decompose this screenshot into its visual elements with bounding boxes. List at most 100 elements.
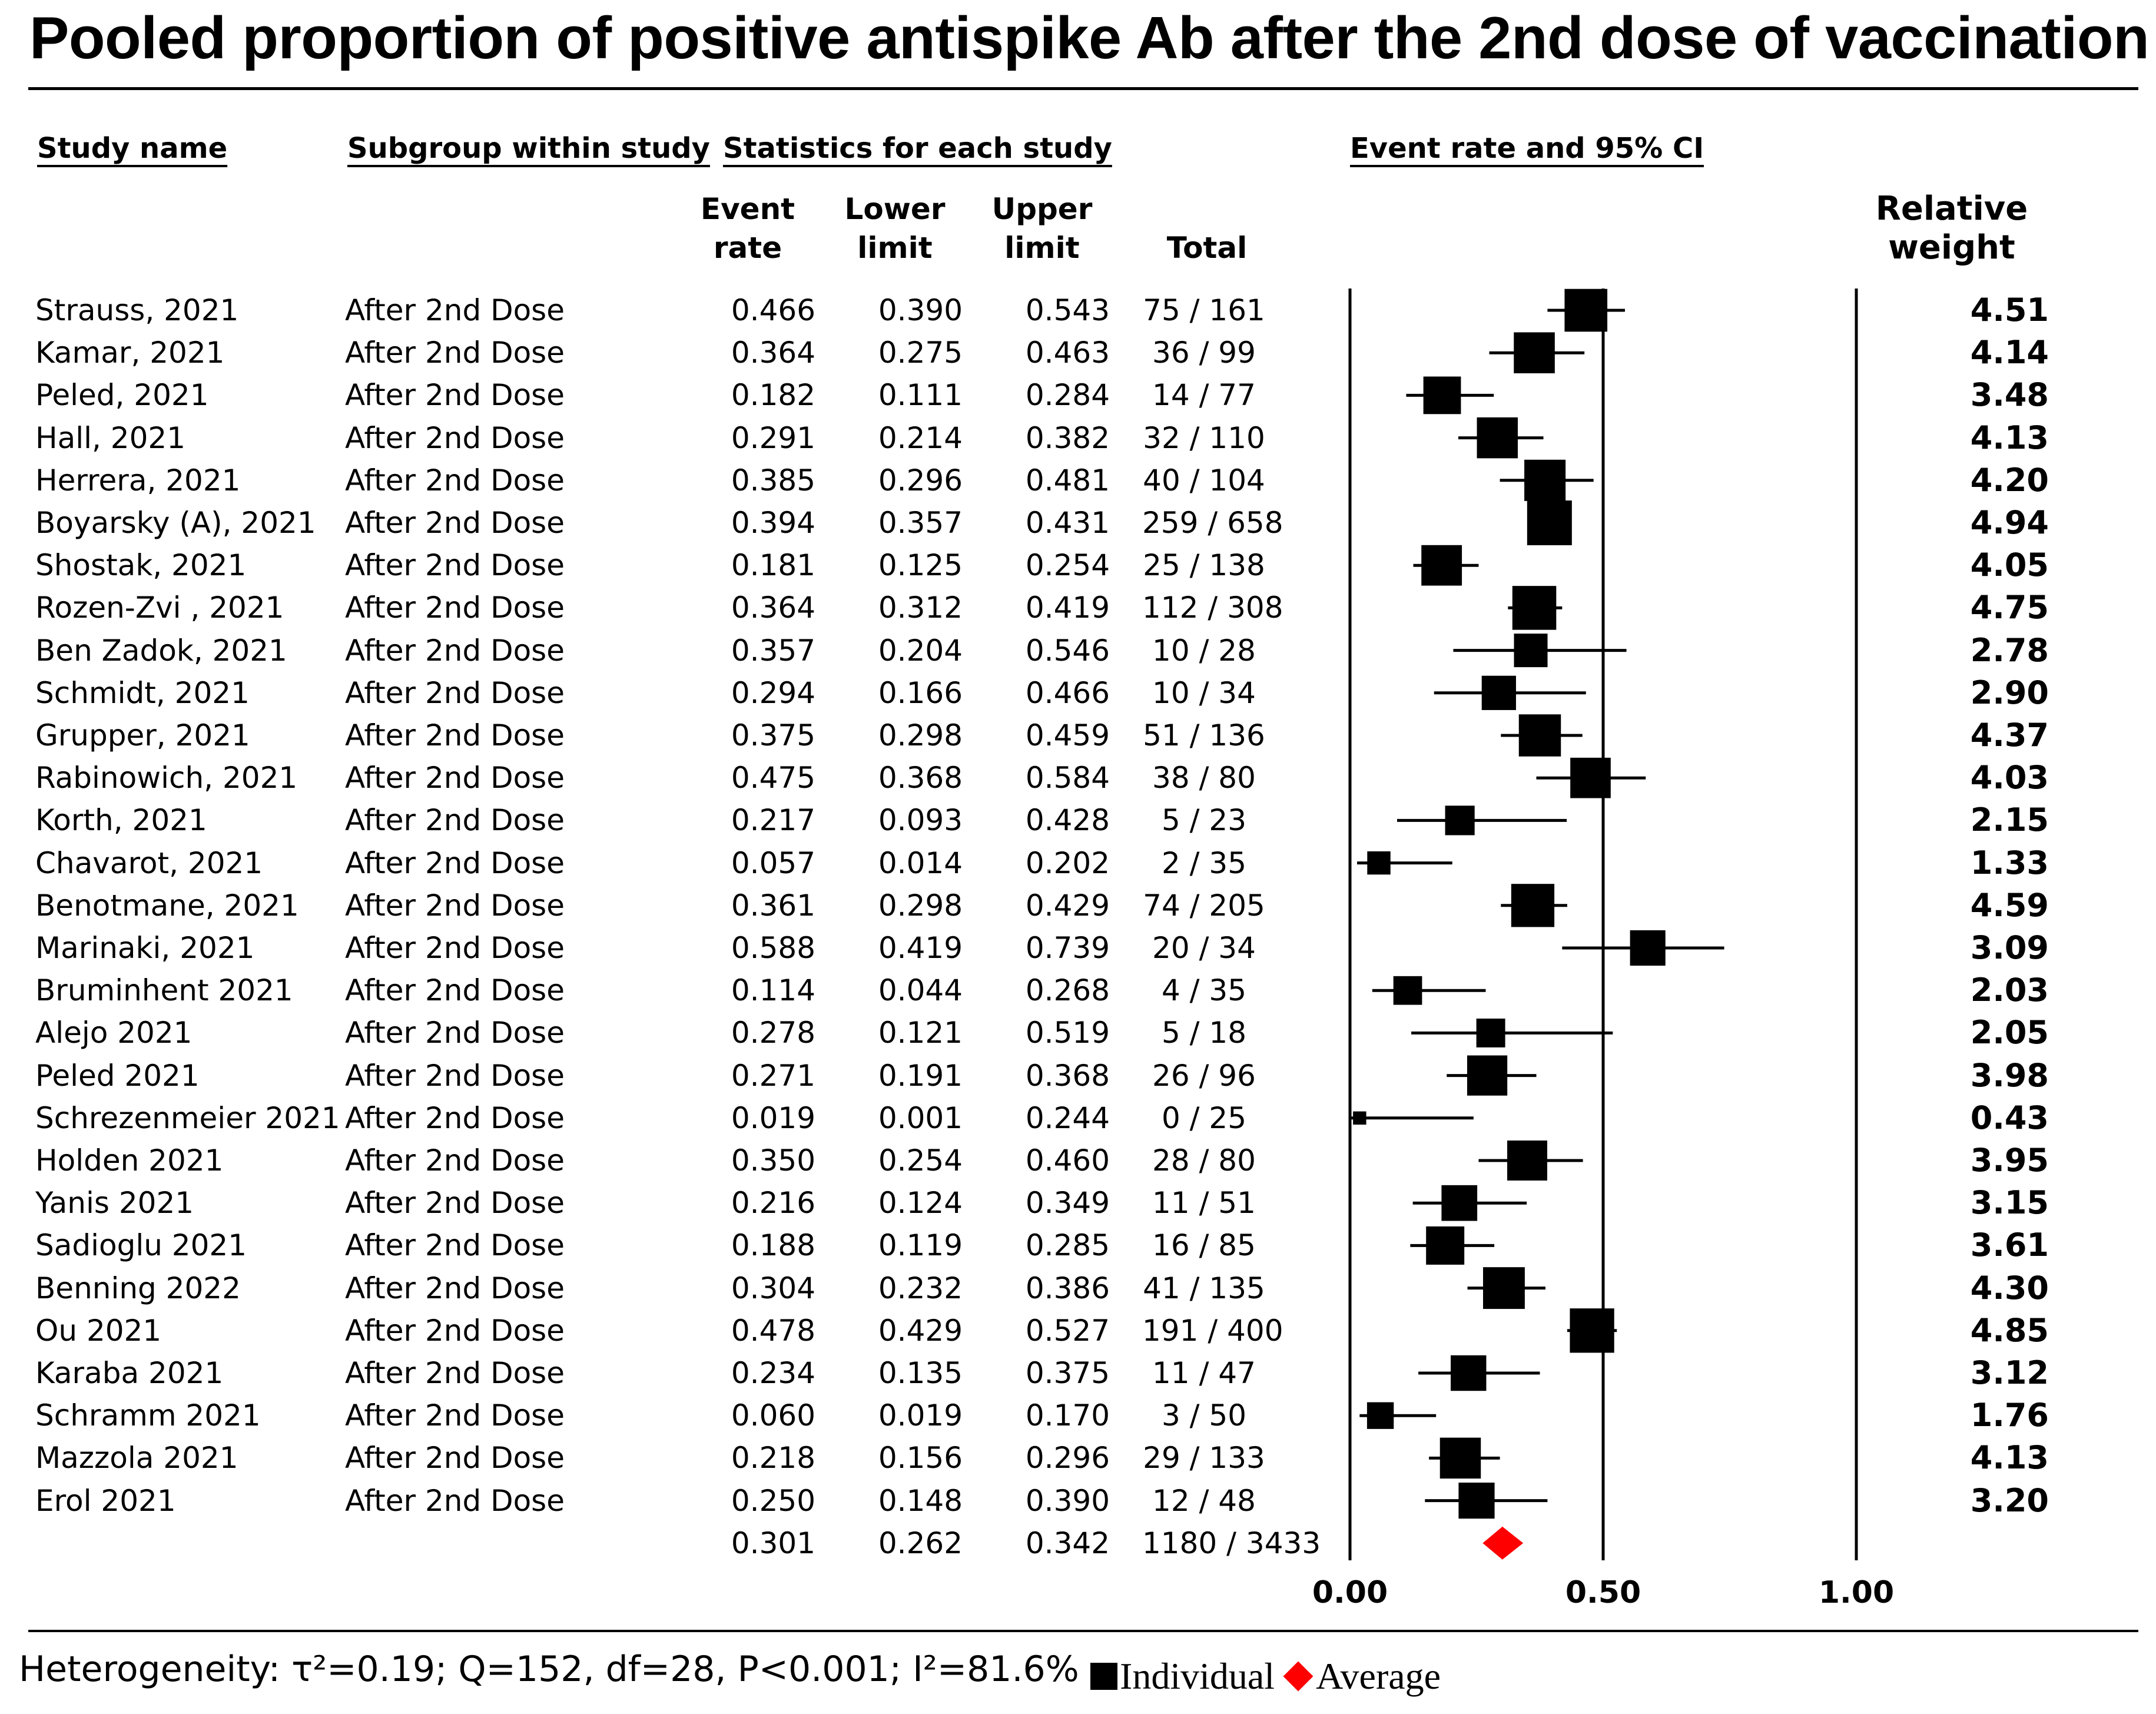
study-weight: 4.75 [1970, 589, 2049, 626]
study-lower: 0.312 [878, 591, 963, 625]
study-total: 12 / 48 [1152, 1483, 1256, 1518]
study-weight: 4.13 [1970, 419, 2049, 456]
study-study: Chavarot, 2021 [35, 846, 263, 880]
study-total: 3 / 50 [1161, 1398, 1247, 1433]
study-study: Strauss, 2021 [35, 293, 239, 327]
study-rate: 0.466 [731, 293, 815, 327]
study-study: Hall, 2021 [35, 420, 186, 455]
header-study-name: Study name [37, 132, 228, 165]
study-marker [1511, 884, 1555, 927]
study-subgroup: After 2nd Dose [345, 973, 565, 1008]
study-marker [1512, 586, 1557, 630]
study-weight: 4.94 [1970, 504, 2049, 541]
study-rate: 0.278 [731, 1016, 815, 1050]
study-weight: 3.98 [1970, 1056, 2049, 1094]
study-rate: 0.385 [731, 463, 815, 498]
study-subgroup: After 2nd Dose [345, 548, 565, 583]
study-weight: 2.05 [1970, 1014, 2049, 1052]
study-rate: 0.357 [731, 633, 815, 668]
study-upper: 0.254 [1025, 548, 1110, 583]
col-header-event-rate: Event rate [700, 192, 795, 265]
study-rate: 0.217 [731, 803, 815, 838]
study-rate: 0.271 [731, 1058, 815, 1093]
study-marker [1458, 1483, 1495, 1519]
study-marker [1441, 1185, 1478, 1221]
study-total: 16 / 85 [1152, 1228, 1256, 1263]
study-upper: 0.739 [1025, 931, 1110, 965]
study-study: Schramm 2021 [35, 1398, 261, 1433]
study-lower: 0.014 [878, 846, 963, 880]
study-weight: 4.13 [1970, 1439, 2049, 1477]
study-study: Schrezenmeier 2021 [35, 1100, 340, 1135]
study-lower: 0.357 [878, 506, 963, 540]
study-upper: 0.349 [1025, 1186, 1110, 1221]
study-lower: 0.429 [878, 1313, 963, 1348]
study-upper: 0.463 [1025, 336, 1110, 370]
study-upper: 0.429 [1025, 888, 1110, 923]
study-marker [1527, 500, 1572, 545]
col-header-total: Total [1166, 231, 1248, 265]
study-lower: 0.019 [878, 1398, 963, 1433]
study-total: 29 / 133 [1143, 1441, 1265, 1476]
study-rate: 0.057 [731, 846, 815, 880]
study-marker [1353, 1111, 1366, 1125]
header-event-rate-ci: Event rate and 95% CI [1350, 132, 1704, 165]
study-weight: 3.20 [1970, 1481, 2049, 1519]
study-upper: 0.419 [1025, 591, 1110, 625]
study-weight: 4.51 [1970, 291, 2049, 329]
study-marker [1477, 417, 1518, 459]
study-study: Peled 2021 [35, 1058, 200, 1093]
study-upper: 0.390 [1025, 1483, 1110, 1518]
study-subgroup: After 2nd Dose [345, 633, 565, 668]
study-marker [1570, 1308, 1614, 1353]
study-total: 259 / 658 [1142, 506, 1283, 540]
study-upper: 0.170 [1025, 1398, 1110, 1433]
legend-average-label: Average [1316, 1655, 1441, 1697]
study-rate: 0.375 [731, 718, 815, 752]
study-total: 75 / 161 [1143, 293, 1265, 327]
study-weight: 3.61 [1970, 1226, 2049, 1264]
study-lower: 0.204 [878, 633, 963, 668]
study-upper: 0.382 [1025, 420, 1110, 455]
study-rate: 0.218 [731, 1441, 815, 1476]
study-rate: 0.019 [731, 1100, 815, 1135]
study-rate: 0.216 [731, 1186, 815, 1221]
study-total: 5 / 23 [1161, 803, 1247, 838]
header-subgroup: Subgroup within study [347, 132, 710, 165]
study-rate: 0.475 [731, 761, 815, 795]
study-marker [1367, 851, 1391, 875]
study-total: 26 / 96 [1152, 1058, 1256, 1093]
x-tick-label: 1.00 [1819, 1575, 1894, 1610]
study-lower: 0.214 [878, 420, 963, 455]
study-study: Shostak, 2021 [35, 548, 247, 583]
study-rate: 0.361 [731, 888, 815, 923]
study-weight: 4.85 [1970, 1311, 2049, 1349]
study-weight: 3.12 [1970, 1354, 2049, 1391]
study-weight: 2.78 [1970, 631, 2049, 669]
study-marker [1564, 289, 1608, 332]
study-marker [1439, 1437, 1481, 1479]
study-marker [1514, 634, 1548, 668]
study-total: 20 / 34 [1152, 931, 1256, 965]
pooled-lower: 0.262 [878, 1526, 963, 1560]
study-lower: 0.166 [878, 675, 963, 710]
study-upper: 0.428 [1025, 803, 1110, 838]
study-subgroup: After 2nd Dose [345, 1271, 565, 1305]
study-weight: 4.30 [1970, 1269, 2049, 1307]
study-study: Holden 2021 [35, 1143, 224, 1178]
study-total: 41 / 135 [1143, 1271, 1265, 1305]
study-lower: 0.275 [878, 336, 963, 370]
legend-individual-label: Individual [1120, 1655, 1275, 1697]
study-subgroup: After 2nd Dose [345, 1313, 565, 1348]
study-weight: 4.05 [1970, 546, 2049, 584]
study-lower: 0.119 [878, 1228, 963, 1263]
study-lower: 0.044 [878, 973, 963, 1008]
study-subgroup: After 2nd Dose [345, 1228, 565, 1263]
study-subgroup: After 2nd Dose [345, 1143, 565, 1178]
study-total: 10 / 28 [1152, 633, 1256, 668]
study-upper: 0.431 [1025, 506, 1110, 540]
col-header-upper-limit: Upper limit [991, 192, 1093, 265]
study-upper: 0.268 [1025, 973, 1110, 1008]
study-subgroup: After 2nd Dose [345, 1186, 565, 1221]
study-lower: 0.368 [878, 761, 963, 795]
